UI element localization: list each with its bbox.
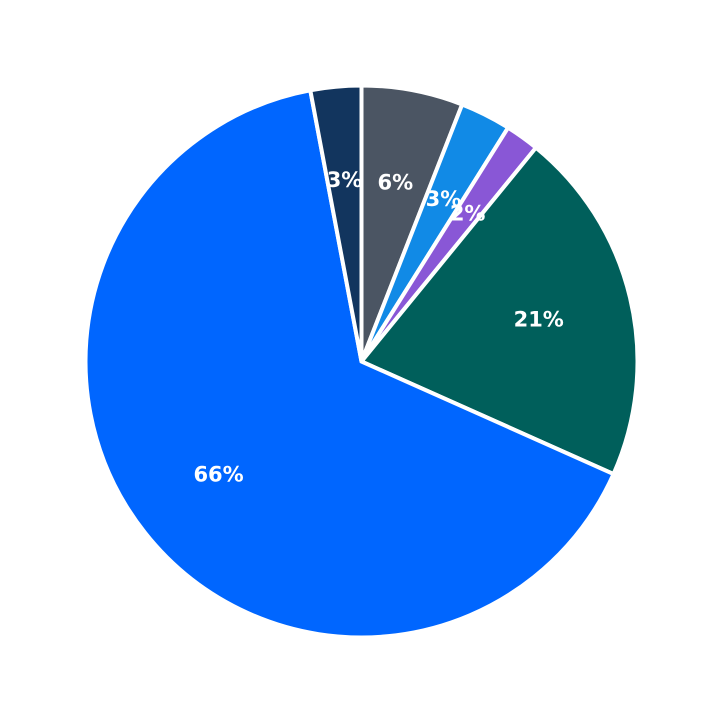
pie-slice-3 <box>358 144 640 477</box>
pie-slice-label-5: 3% <box>327 168 363 192</box>
pie-slice-label-2: 2% <box>450 201 486 225</box>
pie-slice-4 <box>83 87 617 640</box>
pie-slice-label-4: 66% <box>193 462 243 486</box>
pie-slice-label-3: 21% <box>514 307 564 331</box>
pie-slice-label-1: 3% <box>426 187 462 211</box>
slices-layer <box>83 83 640 640</box>
labels-layer: 6%3%2%21%66%3% <box>193 168 563 486</box>
pie-slice-5 <box>307 83 364 362</box>
pie-slice-label-0: 6% <box>377 171 413 195</box>
